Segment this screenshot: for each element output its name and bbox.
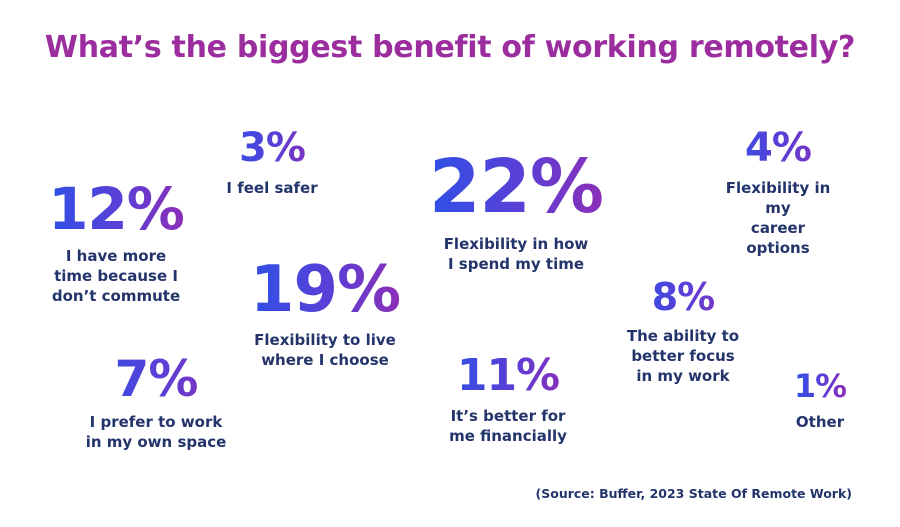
stat-value: 4%: [717, 128, 839, 168]
chart-title: What’s the biggest benefit of working re…: [44, 30, 856, 65]
stat-label: I prefer to work in my own space: [85, 413, 227, 451]
stat-no-commute: 12% I have more time because I don’t com…: [48, 175, 185, 306]
stat-value: 19%: [249, 253, 401, 327]
stat-other: 1% Other: [793, 367, 847, 432]
stat-focus: 8% The ability to better focus in my wor…: [627, 278, 739, 386]
stat-value: 11%: [449, 354, 567, 398]
source-note: (Source: Buffer, 2023 State Of Remote Wo…: [535, 486, 852, 501]
stat-label: It’s better for me financially: [449, 407, 567, 445]
stat-label: Flexibility in how I spend my time: [443, 235, 589, 273]
stat-label: Flexibility in my career options: [725, 179, 831, 257]
stat-value: 3%: [226, 128, 317, 168]
stat-value: 12%: [48, 175, 185, 243]
stat-label: I feel safer: [226, 179, 318, 197]
stat-safer: 3% I feel safer: [226, 128, 317, 198]
stat-value: 7%: [86, 354, 227, 404]
stat-value: 22%: [428, 144, 604, 230]
stat-own-space: 7% I prefer to work in my own space: [86, 354, 227, 452]
stat-label: Other: [795, 413, 845, 431]
stat-financial: 11% It’s better for me financially: [449, 354, 567, 446]
stat-career: 4% Flexibility in my career options: [717, 128, 839, 258]
stat-flexibility-time: 22% Flexibility in how I spend my time: [428, 144, 604, 274]
stat-label: I have more time because I don’t commute: [51, 247, 181, 305]
stat-label: The ability to better focus in my work: [626, 327, 740, 385]
stat-flexibility-live: 19% Flexibility to live where I choose: [249, 253, 401, 370]
stat-value: 8%: [627, 278, 739, 316]
stat-value: 1%: [793, 367, 847, 405]
stat-label: Flexibility to live where I choose: [254, 331, 396, 369]
